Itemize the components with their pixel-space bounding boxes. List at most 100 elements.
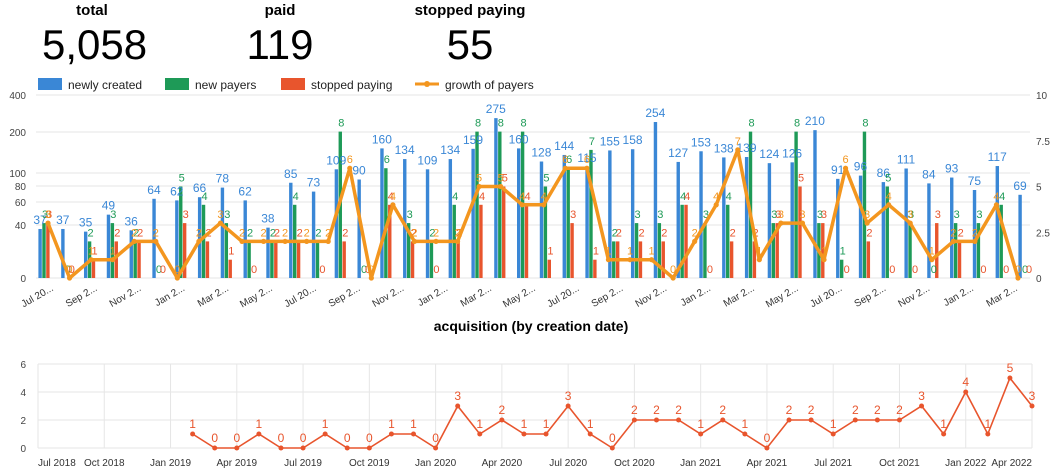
label-stopped-paying: 3	[821, 209, 827, 221]
growth-label: 1	[88, 246, 94, 258]
x-tick-label-bottom: Jan 2022	[945, 458, 987, 469]
bar-stopped-paying	[593, 259, 597, 278]
label-new-payers: 3	[634, 209, 640, 221]
growth-label: 3	[799, 209, 805, 221]
growth-label: 0	[368, 264, 374, 276]
growth-label: 3	[217, 209, 223, 221]
bar-new-payers	[498, 131, 502, 278]
x-tick-label-bottom: Apr 2022	[991, 458, 1032, 469]
label-new-payers: 3	[817, 209, 823, 221]
label-new-payers: 8	[794, 118, 800, 130]
bar-new-payers	[771, 223, 776, 278]
label-stopped-paying: 0	[319, 264, 325, 276]
growth-point	[368, 275, 374, 281]
bottom-series-label: 2	[896, 403, 903, 417]
label-stopped-paying: 3	[775, 209, 781, 221]
label-newly-created: 37	[56, 213, 70, 227]
label-newly-created: 62	[170, 184, 184, 198]
label-stopped-paying: 0	[889, 264, 895, 276]
label-newly-created: 91	[831, 163, 845, 177]
growth-label: 2	[196, 227, 202, 239]
bottom-series-label: 1	[984, 417, 991, 431]
label-new-payers: 7	[589, 136, 595, 148]
bottom-series-point	[764, 445, 770, 451]
label-new-payers: 0	[1022, 264, 1028, 276]
x-tick-label: Sep 2...	[853, 283, 888, 310]
label-stopped-paying: 2	[114, 227, 120, 239]
label-newly-created: 134	[395, 143, 415, 157]
growth-point	[66, 275, 73, 281]
growth-label: 6	[562, 154, 568, 166]
label-stopped-paying: 0	[160, 264, 166, 276]
label-new-payers: 3	[703, 209, 709, 221]
bottom-series-point	[587, 431, 593, 437]
label-stopped-paying: 1	[228, 246, 234, 258]
x-tick-label-bottom: Oct 2019	[349, 458, 390, 469]
growth-label: 6	[842, 154, 848, 166]
label-stopped-paying: 4	[525, 191, 531, 203]
growth-label: 0	[1015, 264, 1021, 276]
growth-point	[239, 238, 245, 244]
growth-label: 2	[260, 227, 266, 239]
bar-newly-created	[243, 200, 247, 278]
bar-new-payers	[794, 131, 798, 278]
bottom-series-label: 1	[256, 417, 263, 431]
legend-label: newly created	[68, 78, 142, 92]
bottom-series-label: 0	[211, 431, 218, 445]
growth-point	[282, 238, 288, 244]
label-newly-created: 160	[372, 132, 392, 146]
label-newly-created: 64	[147, 183, 161, 197]
label-new-payers: 8	[748, 118, 754, 130]
growth-point	[778, 220, 784, 226]
label-stopped-paying: 2	[297, 227, 303, 239]
label-newly-created: 75	[968, 174, 982, 188]
y-right-tick-label: 2.5	[1036, 228, 1050, 239]
legend-swatch-2	[281, 78, 305, 90]
bar-stopped-paying	[182, 223, 187, 278]
label-stopped-paying: 1	[593, 246, 599, 258]
label-new-payers: 5	[885, 173, 891, 185]
growth-label: 2	[131, 227, 137, 239]
label-newly-created: 109	[326, 153, 346, 167]
bar-newly-created	[813, 130, 817, 278]
x-tick-label-bottom: Oct 2018	[84, 458, 125, 469]
bar-newly-created	[995, 166, 1000, 278]
growth-point	[217, 220, 224, 226]
label-newly-created: 69	[1013, 179, 1027, 193]
growth-label: 0	[66, 264, 72, 276]
bottom-series-point	[874, 417, 880, 423]
bar-stopped-paying	[479, 204, 483, 278]
bottom-series-point	[322, 431, 328, 437]
growth-point	[584, 165, 590, 171]
legend-swatch-1	[165, 78, 189, 90]
growth-point	[519, 202, 525, 208]
label-newly-created: 126	[782, 146, 802, 160]
bar-new-payers	[748, 131, 753, 278]
x-tick-label: Mar 2...	[722, 283, 757, 309]
bottom-series-label: 3	[918, 389, 925, 403]
bottom-series-point	[455, 403, 461, 409]
label-new-payers: 3	[771, 209, 777, 221]
bottom-series-point	[1007, 375, 1013, 381]
bar-new-payers	[201, 204, 206, 278]
growth-label: 3	[864, 209, 870, 221]
bottom-series-label: 1	[830, 417, 837, 431]
y-left-tick-label: 80	[15, 182, 27, 193]
bottom-series-point	[411, 431, 417, 437]
bar-stopped-paying	[502, 186, 506, 278]
label-newly-created: 49	[102, 199, 116, 213]
label-newly-created: 134	[440, 143, 460, 157]
y-right-tick-label: 0	[1036, 274, 1042, 285]
bar-newly-created	[289, 182, 293, 278]
bar-stopped-paying	[410, 241, 415, 278]
bar-stopped-paying	[661, 241, 665, 278]
bottom-series-label: 4	[962, 375, 969, 389]
label-new-payers: 8	[498, 118, 504, 130]
bottom-series-point	[234, 445, 240, 451]
bar-newly-created	[562, 154, 566, 278]
bottom-series-label: 2	[653, 403, 660, 417]
y-left-tick-label: 100	[9, 169, 26, 180]
growth-label: 6	[347, 154, 353, 166]
bottom-series-point	[653, 417, 659, 423]
label-new-payers: 0	[931, 264, 937, 276]
